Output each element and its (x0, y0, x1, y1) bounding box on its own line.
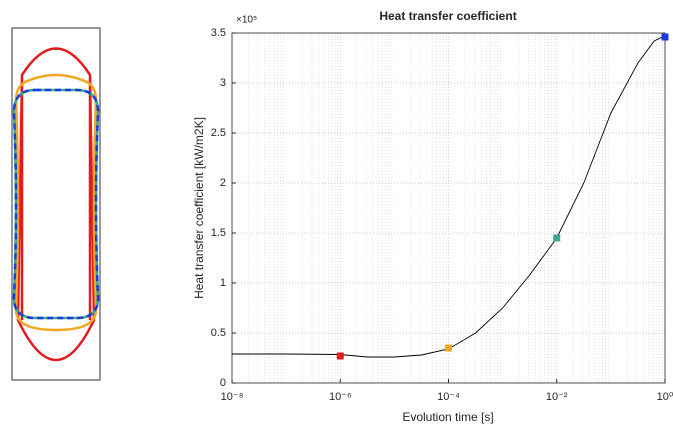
axes-box (231, 32, 666, 384)
marker (661, 33, 669, 41)
y-tick-label: 2.5 (211, 127, 226, 139)
x-tick-label: 10⁰ (657, 391, 673, 403)
y-tick-label: 3 (220, 77, 226, 89)
x-tick-label: 10⁻⁶ (329, 391, 352, 403)
y-tick-label: 2 (220, 177, 226, 189)
y-tick-label: 3.5 (211, 27, 226, 39)
shape-box (11, 27, 101, 381)
y-multiplier: ×10⁵ (236, 15, 257, 26)
x-axis-label: Evolution time [s] (402, 410, 493, 424)
shape-blue (12, 88, 100, 320)
marker (553, 234, 561, 242)
y-tick-label: 1.5 (211, 227, 226, 239)
chart-title: Heat transfer coefficient (379, 9, 516, 23)
x-tick-label: 10⁻² (546, 391, 568, 403)
shape-orange (14, 73, 98, 332)
y-tick-label: 1 (220, 277, 226, 289)
plot: Heat transfer coefficient Evolution time… (192, 9, 673, 424)
y-tick-label: 0.5 (211, 327, 226, 339)
y-axis-label: Heat transfer coefficient [kW/m2K] (192, 117, 206, 299)
marker (445, 344, 452, 352)
marker (336, 352, 344, 360)
shape-panel (11, 27, 101, 381)
y-tick-label: 0 (220, 377, 226, 389)
line (232, 36, 665, 358)
x-tick-label: 10⁻⁸ (221, 391, 244, 403)
x-tick-label: 10⁻⁴ (437, 391, 460, 403)
